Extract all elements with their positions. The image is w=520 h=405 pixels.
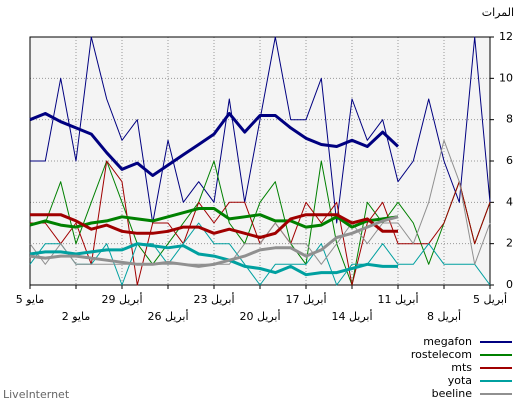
x-tick-label: 17 أبريل [285,292,326,306]
y-tick-label: 0 [506,278,513,291]
x-tick-label: 5 أبريل [473,292,507,306]
y-tick-label: 8 [506,113,513,126]
legend-label: mts [451,361,472,374]
series-line [30,36,491,224]
x-tick-label: 26 أبريل [147,309,188,323]
x-tick-label: 14 أبريل [331,309,372,323]
y-tick-label: 12 [499,30,513,43]
y-tick-label: 4 [506,195,513,208]
y-tick-label: 2 [506,237,513,250]
legend-label: beeline [432,387,473,400]
x-tick-label: 20 أبريل [239,309,280,323]
trend-line [29,207,399,229]
x-tick-label: 2 مايو [62,310,91,323]
y-axis-label: المرات [482,6,514,19]
y-tick-label: 10 [499,71,513,84]
series-line [29,139,491,265]
x-tick-label: 5 مايو [16,293,45,306]
footer: LiveInternet [3,388,70,401]
x-tick-label: 11 أبريل [377,292,418,306]
trend-line [29,112,400,177]
x-tick-label: 23 أبريل [193,292,234,306]
x-tick-label: 29 أبريل [101,292,142,306]
legend-label: megafon [423,335,472,348]
trend-line [29,215,399,268]
trend-line [29,242,398,277]
y-tick-label: 6 [506,154,513,167]
legend-label: yota [448,374,472,387]
trend-line [30,213,398,239]
x-tick-label: 8 أبريل [427,309,461,323]
legend-label: rostelecom [411,348,472,361]
series-line [29,222,491,286]
